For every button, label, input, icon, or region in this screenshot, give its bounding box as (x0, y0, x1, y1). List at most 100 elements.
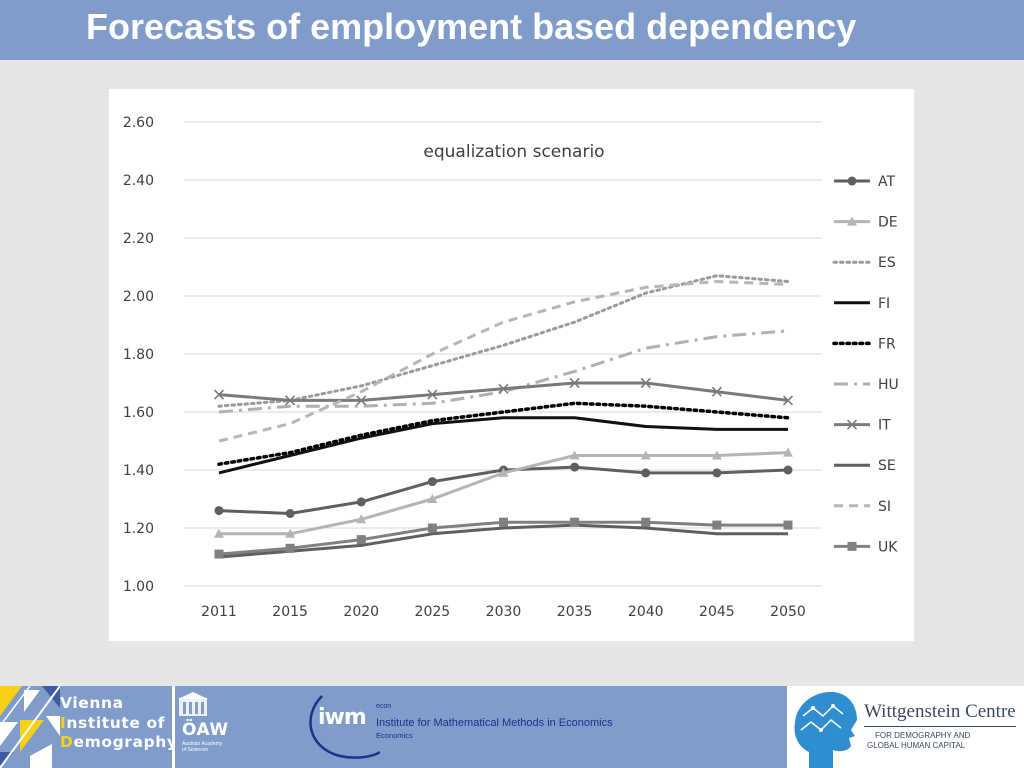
x-tick-label: 2025 (415, 604, 451, 620)
y-tick-label: 1.60 (123, 405, 154, 421)
data-point (214, 506, 224, 516)
y-tick-label: 2.00 (123, 289, 154, 305)
series-line-se (218, 523, 788, 559)
series-line-es (217, 274, 790, 408)
oaw-logo: ÖAW Austrian Academy of Sciences (178, 692, 234, 764)
x-tick-label: 2030 (486, 604, 522, 620)
series-it (213, 377, 794, 406)
x-tick-label: 2020 (343, 604, 379, 620)
series-es (217, 274, 790, 408)
vid-line-2-initial: I (60, 713, 67, 732)
vid-logo: Vienna Institute of Demography (0, 686, 172, 768)
data-point (640, 377, 651, 389)
footer: Vienna Institute of Demography ÖAW Austr… (0, 686, 1024, 768)
data-point (427, 389, 438, 400)
vid-line-2: Institute of (60, 714, 172, 734)
y-tick-labels: 1.00 1.20 1.40 1.60 1.80 2.00 2.20 2.40 2.60 (123, 115, 154, 595)
legend-label: ES (878, 255, 896, 271)
data-point (285, 395, 296, 406)
wc-divider (864, 726, 1016, 727)
data-point (427, 494, 438, 503)
data-point (846, 419, 858, 430)
gridlines (184, 121, 822, 587)
iwm-institute-name: Institute for Mathematical Methods in Ec… (376, 717, 613, 729)
data-point (569, 450, 580, 460)
data-point (847, 216, 857, 226)
series-line-fr (217, 401, 790, 466)
vid-line-3-initial: D (60, 733, 74, 751)
oaw-subtitle: Austrian Academy of Sciences (182, 741, 232, 753)
data-point (847, 176, 857, 186)
legend-label: SI (878, 499, 891, 515)
data-point (356, 497, 366, 507)
vid-name: Vienna Institute of Demography (60, 694, 172, 753)
series-de (214, 447, 793, 538)
iwm-swoosh-icon: iwm (309, 695, 380, 759)
legend-item-es: ES (832, 255, 896, 271)
y-tick-label: 1.40 (123, 463, 154, 479)
footer-band (175, 686, 787, 768)
data-point (214, 528, 224, 538)
series-si (218, 280, 789, 443)
data-point (782, 395, 794, 406)
oaw-label: ÖAW (182, 720, 229, 740)
data-point (427, 477, 437, 487)
series-line-si (218, 280, 789, 443)
vid-line-1: Vienna (60, 694, 124, 712)
data-point (498, 383, 509, 394)
y-tick-label: 2.60 (123, 115, 154, 131)
legend-item-hu: HU (834, 377, 899, 393)
series-se (218, 523, 788, 559)
y-tick-label: 1.00 (123, 579, 154, 595)
series-uk (214, 517, 793, 559)
series-lines (213, 274, 794, 559)
y-tick-label: 1.80 (123, 347, 154, 363)
data-point (285, 543, 295, 553)
data-point (427, 523, 437, 533)
data-point (356, 514, 367, 524)
vid-line-3-rest: emography (73, 733, 172, 751)
data-point (712, 520, 722, 530)
x-tick-label: 2050 (770, 604, 806, 620)
x-tick-labels: 2011 2015 2020 2025 2030 2035 2040 2045 2050 (201, 604, 806, 620)
oaw-subtitle-line-1: Austrian Academy (182, 741, 223, 747)
legend-label: SE (878, 458, 896, 474)
legend-item-si: SI (834, 499, 891, 515)
data-point (285, 528, 296, 538)
vid-line-3: Demography (60, 733, 172, 753)
vid-pattern-icon (0, 686, 60, 768)
legend-item-it: IT (834, 418, 891, 434)
series-fr (217, 401, 790, 466)
x-tick-label: 2011 (201, 604, 237, 620)
data-point (711, 386, 722, 397)
wc-subtitle-line-1: FOR DEMOGRAPHY AND (875, 731, 971, 740)
x-tick-label: 2040 (628, 604, 664, 620)
data-point (570, 517, 580, 527)
data-point (847, 541, 857, 551)
legend-item-uk: UK (834, 539, 898, 555)
chart-title: equalization scenario (423, 142, 604, 162)
legend-item-fi: FI (834, 296, 890, 312)
legend-label: FI (878, 296, 890, 312)
legend-item-se: SE (834, 458, 896, 474)
series-hu (218, 329, 789, 414)
data-point (569, 377, 580, 389)
data-point (641, 517, 651, 527)
data-point (570, 462, 580, 472)
iwm-econ-label: econ (376, 703, 392, 710)
y-tick-label: 2.40 (123, 173, 154, 189)
wittgenstein-logo: Wittgenstein Centre FOR DEMOGRAPHY AND G… (789, 686, 1024, 768)
building-icon (178, 692, 208, 716)
data-point (783, 465, 793, 475)
legend-item-fr: FR (832, 336, 896, 352)
iwm-mark: iwm (318, 705, 366, 730)
x-tick-label: 2045 (699, 604, 735, 620)
line-chart: 1.00 1.20 1.40 1.60 1.80 2.00 2.20 2.40 2.60 201… (123, 115, 899, 620)
legend-label: HU (878, 377, 899, 393)
vid-line-2-rest: nstitute of (66, 713, 166, 732)
series-line-fi (218, 416, 788, 475)
head-profile-icon (794, 692, 857, 768)
legend-label: FR (878, 336, 896, 352)
series-line-hu (218, 329, 789, 414)
x-tick-label: 2015 (272, 604, 308, 620)
